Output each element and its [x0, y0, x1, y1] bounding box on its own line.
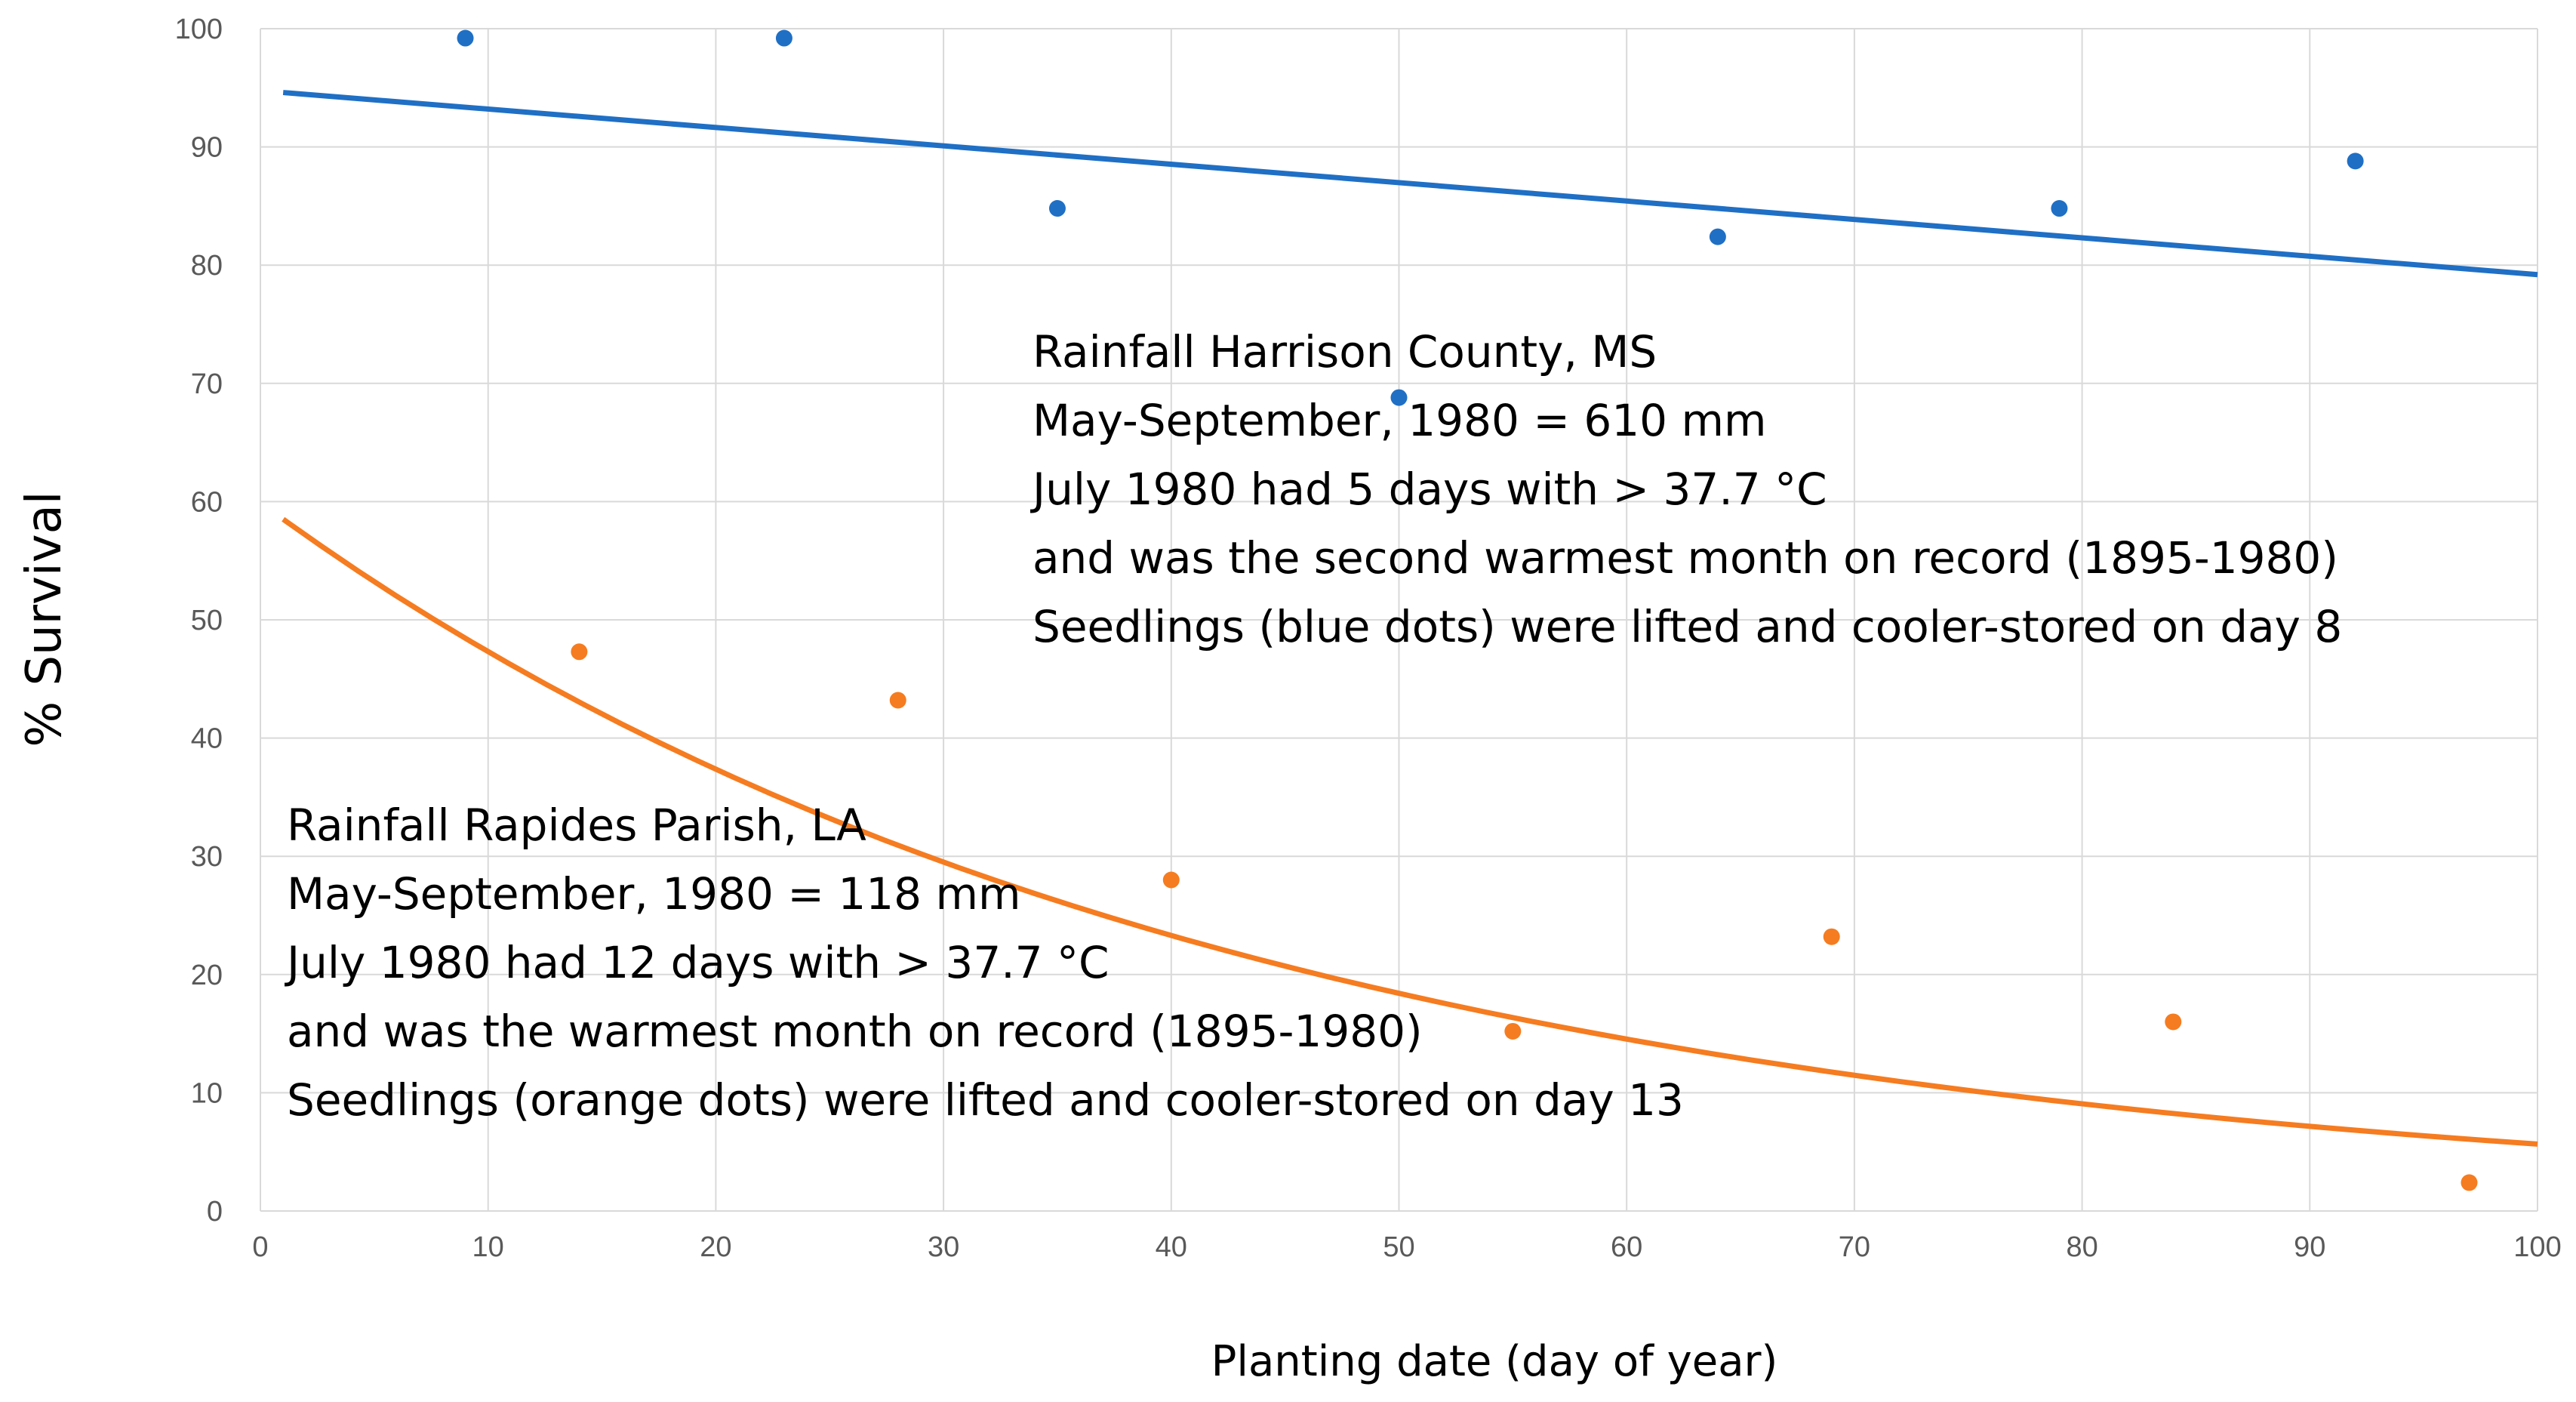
- y-tick-label: 100: [175, 14, 223, 45]
- data-point-series-2: [889, 692, 906, 709]
- annotation-line: May-September, 1980 = 118 mm: [287, 868, 1021, 920]
- data-point-series-2: [2461, 1174, 2478, 1191]
- y-tick-label: 30: [191, 841, 223, 873]
- y-tick-label: 70: [191, 368, 223, 400]
- y-tick-label: 10: [191, 1077, 223, 1109]
- annotation-line: May-September, 1980 = 610 mm: [1033, 395, 1767, 446]
- annotation-line: and was the warmest month on record (189…: [287, 1006, 1423, 1057]
- annotation-line: Seedlings (orange dots) were lifted and …: [287, 1074, 1684, 1126]
- data-point-series-1: [1048, 200, 1066, 217]
- x-axis-title: Planting date (day of year): [1211, 1337, 1778, 1386]
- annotation-line: Seedlings (blue dots) were lifted and co…: [1033, 601, 2342, 652]
- x-tick-label: 100: [2513, 1231, 2561, 1263]
- trendline-series-1: [282, 90, 2538, 278]
- data-point-series-1: [2051, 200, 2068, 217]
- data-point-series-2: [571, 643, 588, 661]
- x-tick-label: 0: [252, 1231, 268, 1263]
- data-point-series-1: [1390, 389, 1408, 406]
- annotation-line: Rainfall Harrison County, MS: [1033, 326, 1657, 377]
- grid: [260, 28, 2538, 1212]
- x-axis-ticks: 0 10 20 30 40 50 60 70 80 90 100: [252, 1231, 2561, 1263]
- data-point-series-2: [1504, 1022, 1522, 1040]
- data-point-series-2: [2165, 1013, 2182, 1031]
- x-tick-label: 30: [928, 1231, 959, 1263]
- data-point-series-1: [457, 29, 474, 47]
- data-points: [457, 29, 2478, 1191]
- y-tick-label: 60: [191, 486, 223, 518]
- data-point-series-1: [2347, 153, 2364, 170]
- data-point-series-2: [1823, 928, 1840, 945]
- x-tick-label: 60: [1611, 1231, 1642, 1263]
- x-tick-label: 40: [1156, 1231, 1187, 1263]
- annotation-line: and was the second warmest month on reco…: [1033, 532, 2338, 584]
- x-tick-label: 10: [472, 1231, 504, 1263]
- annotation-line: July 1980 had 5 days with > 37.7 °C: [1030, 464, 1827, 515]
- x-tick-label: 80: [2066, 1231, 2097, 1263]
- y-tick-label: 90: [191, 132, 223, 164]
- y-axis-ticks: 0 10 20 30 40 50 60 70 80 90 100: [175, 14, 223, 1228]
- annotation-line: Rainfall Rapides Parish, LA: [287, 800, 866, 851]
- y-axis-title: % Survival: [17, 491, 72, 747]
- x-tick-label: 90: [2294, 1231, 2325, 1263]
- y-tick-label: 40: [191, 723, 223, 755]
- trendline-series-2: [282, 516, 2538, 1147]
- x-tick-label: 20: [700, 1231, 731, 1263]
- y-tick-label: 20: [191, 960, 223, 991]
- annotations: Rainfall Harrison County, MS May-Septembe…: [285, 326, 2342, 1126]
- data-point-series-1: [775, 29, 792, 47]
- data-point-series-1: [1709, 228, 1726, 245]
- y-tick-label: 50: [191, 605, 223, 636]
- x-tick-label: 50: [1383, 1231, 1414, 1263]
- y-tick-label: 80: [191, 250, 223, 282]
- annotation-line: July 1980 had 12 days with > 37.7 °C: [285, 937, 1109, 988]
- x-tick-label: 70: [1839, 1231, 1870, 1263]
- y-tick-label: 0: [207, 1196, 223, 1228]
- trendlines: [282, 90, 2538, 1147]
- data-point-series-2: [1162, 871, 1180, 889]
